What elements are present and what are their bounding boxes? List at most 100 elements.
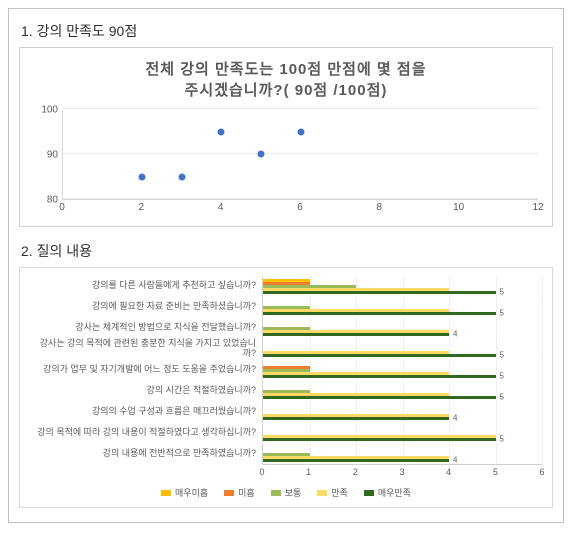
gridline <box>449 318 450 338</box>
bar-row: 강의 시간은 적절하였습니까? 5 <box>30 381 542 401</box>
bar-row: 강의의 수업 구성과 흐름은 매끄러웠습니까? 4 <box>30 402 542 422</box>
question-label: 강사는 체계적인 방법으로 지식을 전달했습니까? <box>30 318 262 338</box>
bar-row: 강의가 업무 및 자기개발에 어느 정도 도움을 주었습니까? 5 <box>30 360 542 380</box>
bar-value-label: 5 <box>500 309 504 318</box>
legend-item: 미흡 <box>224 486 255 499</box>
question-label: 강의에 필요한 자료 준비는 만족하셨습니까? <box>30 297 262 317</box>
bar-x-axis: 0 1 2 3 4 5 6 <box>30 464 542 480</box>
x-tick-label: 3 <box>399 467 404 477</box>
legend-label: 미흡 <box>238 486 255 499</box>
scatter-plot-area <box>62 110 538 200</box>
bar-segment <box>263 375 496 378</box>
question-label: 강의 내용에 전반적으로 만족하였습니까? <box>30 444 262 464</box>
scatter-point <box>178 173 185 180</box>
x-tick-label: 4 <box>218 202 224 213</box>
x-tick-label: 0 <box>259 467 264 477</box>
legend-swatch <box>317 490 327 496</box>
bar-track: 5 <box>262 360 542 380</box>
y-tick-label: 80 <box>47 195 58 206</box>
bar-plot: 강의를 다른 사람들에게 추천하고 싶습니까? 5 강의에 필요한 자료 준비는 만… <box>30 276 542 464</box>
bar-row: 강의를 다른 사람들에게 추천하고 싶습니까? 5 <box>30 276 542 296</box>
scatter-point <box>218 128 225 135</box>
question-label: 강의 시간은 적절하였습니까? <box>30 381 262 401</box>
gridline <box>542 360 543 380</box>
bar-track: 4 <box>262 318 542 338</box>
bar-value-label: 5 <box>500 393 504 402</box>
gridline <box>63 108 538 109</box>
bar-segment <box>263 438 496 441</box>
x-tick-label: 6 <box>297 202 303 213</box>
bar-row: 강의 목적에 따라 강의 내용이 적절하였다고 생각하십니까?5 <box>30 423 542 443</box>
bar-segment <box>263 312 496 315</box>
bar-row: 강사는 강의 목적에 관련된 충분한 지식을 가지고 있었습니까? 5 <box>30 339 542 359</box>
bar-segment <box>263 333 449 336</box>
bar-segment <box>263 291 496 294</box>
legend-label: 매우만족 <box>378 486 411 499</box>
question-label: 강의의 수업 구성과 흐름은 매끄러웠습니까? <box>30 402 262 422</box>
x-tick-label: 12 <box>532 202 543 213</box>
scatter-x-ticks: 024681012 <box>62 200 538 216</box>
gridline <box>449 444 450 464</box>
gridline <box>542 318 543 338</box>
bar-track: 5 <box>262 339 542 359</box>
bar-track: 5 <box>262 297 542 317</box>
legend-item: 매우만족 <box>364 486 411 499</box>
bar-value-label: 5 <box>500 351 504 360</box>
x-tick-label: 4 <box>446 467 451 477</box>
y-tick-label: 100 <box>41 105 58 116</box>
legend-swatch <box>364 490 374 496</box>
x-tick-label: 5 <box>493 467 498 477</box>
bar-value-label: 5 <box>500 435 504 444</box>
scatter-point <box>257 151 264 158</box>
question-label: 강의가 업무 및 자기개발에 어느 정도 도움을 주었습니까? <box>30 360 262 380</box>
barchart-box: 강의를 다른 사람들에게 추천하고 싶습니까? 5 강의에 필요한 자료 준비는 만… <box>19 267 553 508</box>
scatter-y-ticks: 8090100 <box>34 110 62 200</box>
bar-row: 강사는 체계적인 방법으로 지식을 전달했습니까?4 <box>30 318 542 338</box>
section2-heading: 2. 질의 내용 <box>21 241 553 261</box>
bar-value-label: 5 <box>500 372 504 381</box>
x-tick-label: 10 <box>453 202 464 213</box>
legend-swatch <box>161 490 171 496</box>
bar-row: 강의 내용에 전반적으로 만족하였습니까?4 <box>30 444 542 464</box>
question-label: 강의를 다른 사람들에게 추천하고 싶습니까? <box>30 276 262 296</box>
legend-label: 매우미흡 <box>175 486 208 499</box>
gridline <box>496 276 497 296</box>
legend-item: 보통 <box>271 486 302 499</box>
legend-label: 만족 <box>331 486 348 499</box>
gridline <box>63 153 538 154</box>
bar-track: 4 <box>262 402 542 422</box>
bar-value-label: 5 <box>500 288 504 297</box>
report-frame: 1. 강의 만족도 90점 전체 강의 만족도는 100점 만점에 몇 점을 주… <box>8 8 564 523</box>
bar-track: 5 <box>262 276 542 296</box>
bar-track: 5 <box>262 381 542 401</box>
legend-swatch <box>224 490 234 496</box>
legend-item: 만족 <box>317 486 348 499</box>
gridline <box>542 381 543 401</box>
bar-axis-track: 0 1 2 3 4 5 6 <box>262 464 542 480</box>
gridline <box>542 276 543 296</box>
legend-label: 보통 <box>285 486 302 499</box>
question-label: 강사는 강의 목적에 관련된 충분한 지식을 가지고 있었습니까? <box>30 339 262 359</box>
bar-track: 5 <box>262 423 542 443</box>
scatter-point <box>297 128 304 135</box>
x-tick-label: 6 <box>539 467 544 477</box>
legend-item: 매우미흡 <box>161 486 208 499</box>
bar-track: 4 <box>262 444 542 464</box>
gridline <box>496 402 497 422</box>
gridline <box>496 360 497 380</box>
section1-heading: 1. 강의 만족도 90점 <box>21 21 553 41</box>
gridline <box>542 339 543 359</box>
gridline <box>542 402 543 422</box>
bar-segment <box>263 396 496 399</box>
gridline <box>542 423 543 443</box>
scatter-point <box>139 173 146 180</box>
gridline <box>496 297 497 317</box>
gridline <box>542 444 543 464</box>
x-tick-label: 0 <box>59 202 65 213</box>
x-tick-label: 2 <box>353 467 358 477</box>
bar-value-label: 4 <box>453 414 457 423</box>
gridline <box>542 297 543 317</box>
gridline <box>496 444 497 464</box>
x-tick-label: 1 <box>306 467 311 477</box>
bar-segment <box>263 417 449 420</box>
